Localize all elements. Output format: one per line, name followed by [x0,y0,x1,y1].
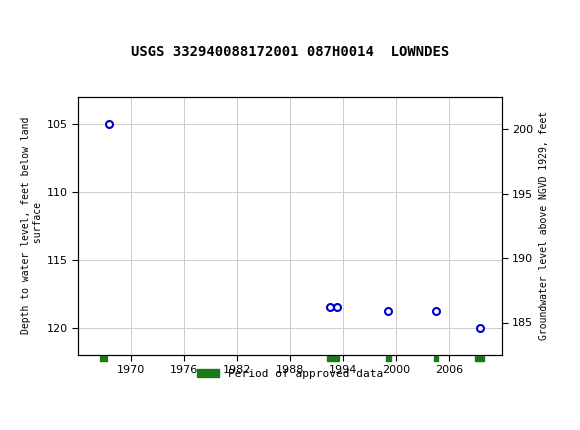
Text: USGS 332940088172001 087H0014  LOWNDES: USGS 332940088172001 087H0014 LOWNDES [131,45,449,59]
Bar [475,356,484,361]
Bar [327,356,339,361]
Bar [434,356,438,361]
Bar [386,356,390,361]
Legend: Period of approved data: Period of approved data [193,365,387,384]
Text: ≈USGS: ≈USGS [9,9,79,27]
Y-axis label: Groundwater level above NGVD 1929, feet: Groundwater level above NGVD 1929, feet [539,111,549,340]
Y-axis label: Depth to water level, feet below land
 surface: Depth to water level, feet below land su… [21,117,42,335]
Bar [100,356,107,361]
